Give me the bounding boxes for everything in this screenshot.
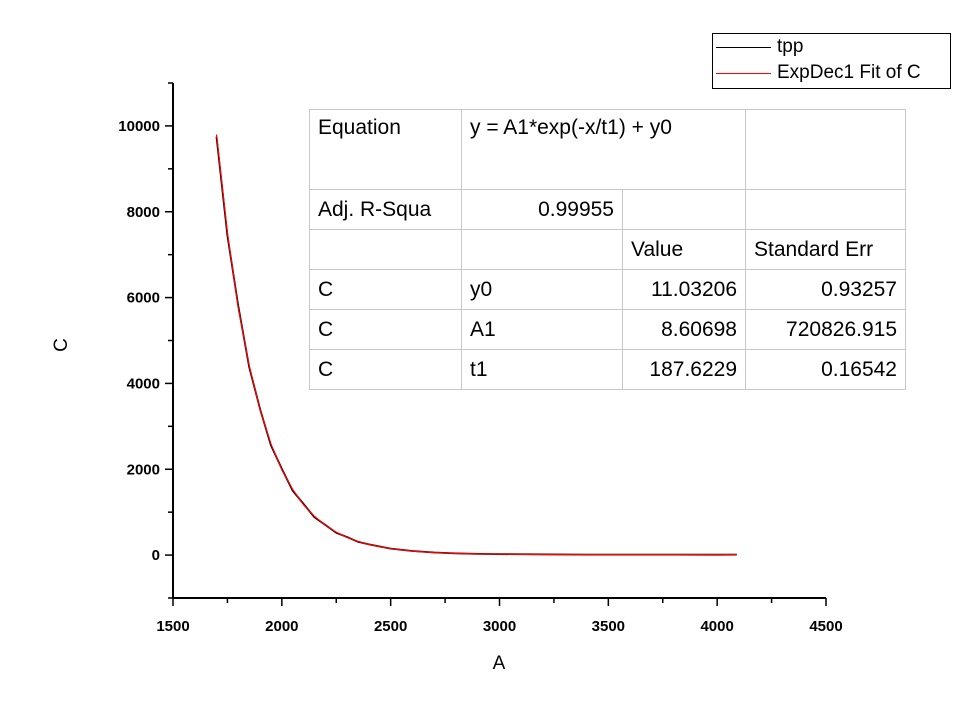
y-tick-label: 6000: [127, 290, 160, 307]
legend-label: ExpDec1 Fit of C: [777, 62, 921, 83]
adj-r-label: Adj. R-Squa: [309, 189, 462, 230]
y-tick-label: 2000: [127, 461, 160, 478]
param-cell: t1: [461, 349, 623, 390]
legend-item-fit: ExpDec1 Fit of C: [713, 60, 950, 86]
value-cell: 8.60698: [622, 309, 746, 350]
x-tick-label: 2500: [374, 618, 407, 635]
empty-cell: [461, 229, 623, 270]
x-tick-label: 2000: [265, 618, 298, 635]
table-row-equation: Equation y = A1*exp(-x/t1) + y0: [309, 109, 906, 190]
stderr-cell: 720826.915: [745, 309, 906, 350]
empty-cell: [622, 189, 746, 230]
y-tick-label: 8000: [127, 204, 160, 221]
x-tick-label: 4000: [700, 618, 733, 635]
param-cell: y0: [461, 269, 623, 310]
series-group: [215, 134, 737, 556]
x-tick-label: 4500: [809, 618, 842, 635]
y-tick-label: 0: [152, 547, 160, 564]
dataset-cell: C: [309, 309, 462, 350]
value-cell: 11.03206: [622, 269, 746, 310]
stderr-cell: 0.16542: [745, 349, 906, 390]
stderr-cell: 0.93257: [745, 269, 906, 310]
table-row: C y0 11.03206 0.93257: [309, 269, 906, 310]
empty-cell: [745, 189, 906, 230]
param-cell: A1: [461, 309, 623, 350]
axes: 1500 2000 2500 3000 3500 4000 4500 0 2000 4000 600…: [118, 82, 843, 635]
fit-results-table: Equation y = A1*exp(-x/t1) + y0 Adj. R-S…: [309, 109, 906, 390]
table-header-row: Value Standard Err: [309, 229, 906, 270]
x-tick-label: 3000: [483, 618, 516, 635]
legend: tpp ExpDec1 Fit of C: [712, 33, 951, 89]
dataset-cell: C: [309, 349, 462, 390]
stderr-header: Standard Err: [745, 229, 906, 270]
x-tick-label: 3500: [592, 618, 625, 635]
empty-cell: [309, 229, 462, 270]
legend-swatch-red: [716, 72, 771, 74]
equation-label: Equation: [309, 109, 462, 190]
table-row: C A1 8.60698 720826.915: [309, 309, 906, 350]
dataset-cell: C: [309, 269, 462, 310]
legend-swatch-black: [716, 46, 771, 48]
x-axis-title: A: [493, 653, 506, 674]
x-tick-label: 1500: [156, 618, 189, 635]
table-row: C t1 187.6229 0.16542: [309, 349, 906, 390]
series-line-fit: [215, 134, 737, 556]
legend-item-tpp: tpp: [713, 34, 950, 60]
empty-cell: [745, 109, 906, 190]
y-axis-title: C: [51, 338, 72, 352]
value-header: Value: [622, 229, 746, 270]
y-tick-label: 4000: [127, 375, 160, 392]
adj-r-value: 0.99955: [461, 189, 623, 230]
table-row-adj-r: Adj. R-Squa 0.99955: [309, 189, 906, 230]
y-tick-label: 10000: [118, 118, 160, 135]
equation-value: y = A1*exp(-x/t1) + y0: [461, 109, 746, 190]
value-cell: 187.6229: [622, 349, 746, 390]
legend-label: tpp: [777, 36, 804, 57]
